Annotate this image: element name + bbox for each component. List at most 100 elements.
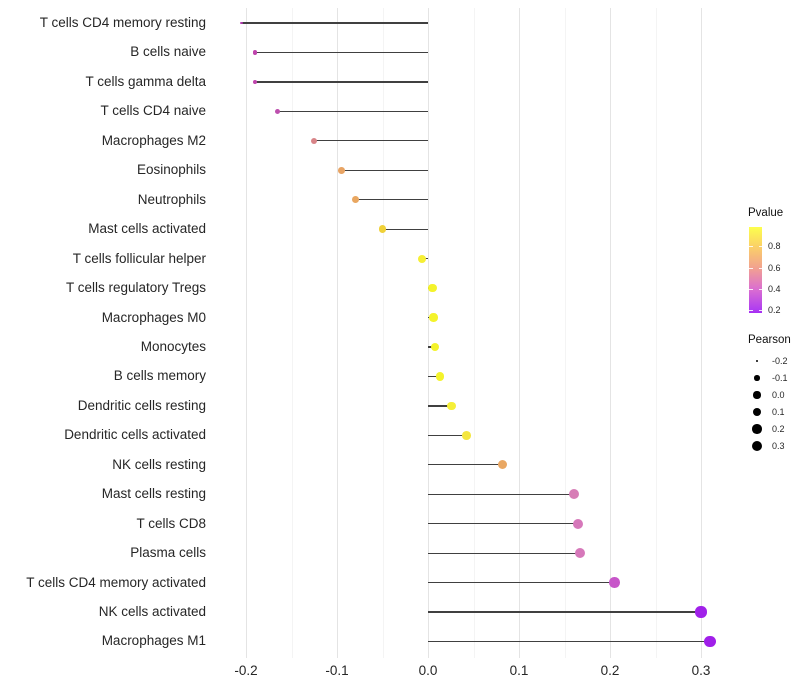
x-axis-tick-label: 0.3 <box>691 663 711 678</box>
lollipop-stem <box>255 51 428 54</box>
gridline-minor <box>382 8 384 658</box>
x-axis-tick-label: 0.0 <box>418 663 438 678</box>
category-label: Dendritic cells resting <box>77 397 206 413</box>
lollipop-dot <box>378 225 387 233</box>
lollipop-dot <box>429 313 438 322</box>
lollipop-dot <box>431 342 440 352</box>
category-label: T cells CD4 naive <box>100 103 206 119</box>
lollipop-dot <box>461 430 471 440</box>
pvalue-colorbar-tick <box>749 309 753 311</box>
pearson-legend-label: 0.0 <box>772 390 785 400</box>
pearson-legend-label: -0.2 <box>772 356 788 366</box>
pearson-legend-dot <box>751 440 763 452</box>
lollipop-dot <box>351 196 359 204</box>
lollipop-dot <box>417 254 426 263</box>
pvalue-colorbar-tick <box>749 245 753 247</box>
lollipop-dot <box>573 518 584 529</box>
lollipop-stem <box>355 199 428 201</box>
lollipop-stem <box>314 140 428 142</box>
lollipop-dot <box>447 401 456 411</box>
category-label: Mast cells activated <box>88 221 206 237</box>
pvalue-colorbar-tick <box>758 267 762 269</box>
pearson-legend-dot <box>755 359 759 363</box>
pvalue-tick-label: 0.8 <box>768 240 781 251</box>
lollipop-dot <box>435 372 444 381</box>
category-label: T cells CD4 memory resting <box>39 15 206 30</box>
lollipop-stem <box>382 228 428 230</box>
pvalue-colorbar-tick <box>749 289 753 290</box>
lollipop-stem <box>428 464 503 466</box>
category-label: Neutrophils <box>137 191 206 207</box>
gridline-major <box>519 8 520 658</box>
lollipop-stem <box>428 375 440 378</box>
lollipop-stem <box>277 110 428 113</box>
lollipop-dot <box>609 577 620 588</box>
category-label: NK cells activated <box>98 604 206 619</box>
pvalue-legend-title: Pvalue <box>748 207 784 219</box>
gridline-major <box>610 8 611 658</box>
pearson-legend-dot <box>753 391 761 399</box>
pvalue-colorbar-tick <box>758 245 762 247</box>
category-label: Eosinophils <box>136 162 206 178</box>
gridline-major <box>701 8 702 658</box>
lollipop-dot <box>252 50 258 55</box>
pearson-legend-label: 0.2 <box>772 424 785 434</box>
pvalue-colorbar-tick <box>749 267 753 269</box>
plot-panel <box>220 8 746 658</box>
gridline-major <box>337 8 338 658</box>
pearson-legend-dot <box>754 375 760 381</box>
gridline-minor <box>291 8 293 658</box>
gridline-minor <box>655 8 657 658</box>
pvalue-tick-label: 0.2 <box>768 304 781 315</box>
lollipop-dot <box>240 21 243 25</box>
category-label: Dendritic cells activated <box>64 427 206 443</box>
pearson-legend-title: Pearson <box>748 334 791 346</box>
category-label: Mast cells resting <box>101 486 206 502</box>
lollipop-dot <box>568 489 579 500</box>
x-axis-tick-label: 0.2 <box>600 663 620 678</box>
lollipop-dot <box>311 137 318 144</box>
lollipop-stem <box>428 434 467 436</box>
category-label: T cells regulatory Tregs <box>65 280 206 296</box>
lollipop-dot <box>498 460 508 470</box>
category-label: T cells follicular helper <box>72 250 206 266</box>
x-axis-tick-label: -0.2 <box>234 663 258 678</box>
lollipop-dot <box>574 548 585 559</box>
pvalue-tick-label: 0.4 <box>768 284 781 294</box>
lollipop-stem <box>428 523 579 525</box>
lollipop-dot <box>695 606 707 618</box>
lollipop-stem <box>428 405 452 407</box>
lollipop-stem <box>255 81 428 83</box>
lollipop-stem <box>428 493 574 495</box>
x-axis-tick-label: -0.1 <box>325 663 349 678</box>
category-label: Macrophages M0 <box>101 309 206 325</box>
pvalue-colorbar <box>749 227 762 313</box>
lollipop-dot <box>338 166 345 174</box>
pearson-legend-dot <box>752 424 762 434</box>
gridline-major <box>246 8 247 658</box>
x-axis-tick-label: 0.1 <box>509 663 529 678</box>
category-label: B cells naive <box>130 44 206 60</box>
category-label: NK cells resting <box>112 456 206 472</box>
lollipop-stem <box>341 169 428 171</box>
category-label: T cells gamma delta <box>85 73 206 89</box>
category-label: T cells CD4 memory activated <box>26 574 206 590</box>
lollipop-dot <box>428 283 437 293</box>
category-label: Monocytes <box>140 338 206 354</box>
category-label: B cells memory <box>113 368 206 384</box>
category-label: Macrophages M2 <box>101 132 206 148</box>
gridline-minor <box>473 8 475 658</box>
lollipop-dot <box>252 79 258 85</box>
pvalue-tick-label: 0.6 <box>768 262 781 273</box>
lollipop-dot <box>704 635 716 648</box>
pearson-legend-label: 0.1 <box>772 407 785 417</box>
pearson-legend-label: 0.3 <box>772 441 785 451</box>
lollipop-stem <box>428 552 580 554</box>
lollipop-stem <box>428 581 615 584</box>
pvalue-colorbar-tick <box>758 309 762 311</box>
lollipop-stem <box>428 611 701 613</box>
pvalue-colorbar-tick <box>758 289 762 290</box>
gridline-minor <box>564 8 566 658</box>
pearson-legend-dot <box>752 407 762 417</box>
pearson-legend-label: -0.1 <box>772 373 788 383</box>
